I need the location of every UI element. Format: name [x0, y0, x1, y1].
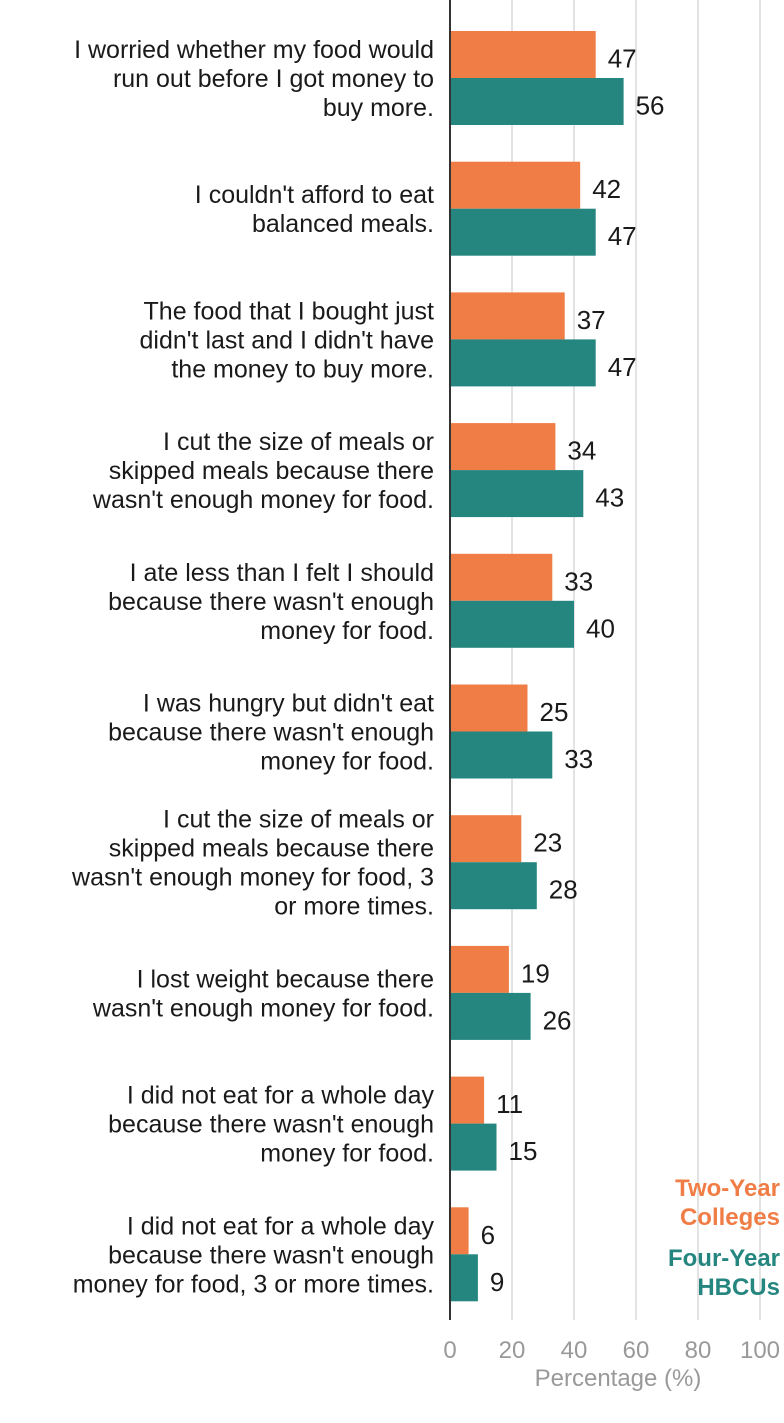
category-label-line: I couldn't afford to eat: [195, 181, 434, 209]
category-label: I ate less than I felt I should because t…: [108, 559, 434, 645]
category-label: I was hungry but didn't eat because there…: [108, 690, 434, 776]
legend-item: Four-Year HBCUs: [668, 1245, 780, 1301]
category-label-line: money for food.: [260, 1140, 434, 1168]
bar: [450, 339, 596, 387]
category-label-line: or more times.: [274, 893, 434, 921]
legend-item-line: Two-Year: [675, 1175, 780, 1202]
bar: [450, 684, 528, 732]
data-label: 6: [481, 1220, 495, 1250]
category-label-line: the money to buy more.: [171, 355, 434, 383]
category-label-line: wasn't enough money for food.: [92, 994, 434, 1022]
category-label-line: money for food, 3 or more times.: [73, 1270, 434, 1298]
bar: [450, 1207, 469, 1255]
data-label: 43: [595, 483, 624, 513]
bar: [450, 731, 553, 779]
category-label-line: I cut the size of meals or: [163, 428, 434, 456]
data-label: 56: [636, 91, 665, 121]
data-label: 47: [608, 44, 637, 74]
legend-item: Two-Year Colleges: [675, 1175, 780, 1231]
data-label: 47: [608, 352, 637, 382]
bar: [450, 161, 581, 209]
bar: [450, 1076, 485, 1124]
data-label: 15: [509, 1136, 538, 1166]
category-label: I lost weight because there wasn't enough…: [92, 965, 434, 1022]
bar: [450, 31, 596, 78]
bar: [450, 292, 565, 340]
data-label: 33: [564, 744, 593, 774]
category-label-line: I lost weight because there: [137, 965, 434, 993]
data-label: 28: [549, 875, 578, 905]
bars: [450, 31, 624, 1302]
legend-item-line: Colleges: [680, 1204, 780, 1231]
data-label: 26: [543, 1005, 572, 1035]
category-label-line: money for food.: [260, 748, 434, 776]
category-label-line: I ate less than I felt I should: [130, 559, 434, 587]
category-label-line: because there wasn't enough: [108, 588, 434, 616]
bar: [450, 862, 537, 910]
data-label: 40: [586, 613, 615, 643]
category-label-line: money for food.: [260, 617, 434, 645]
category-label-line: I did not eat for a whole day: [127, 1082, 435, 1110]
category-label-line: because there wasn't enough: [108, 719, 434, 747]
category-label-line: didn't last and I didn't have: [140, 326, 434, 354]
category-label-line: balanced meals.: [252, 210, 434, 238]
category-label-line: I did not eat for a whole day: [127, 1212, 435, 1240]
category-label: I did not eat for a whole day because the…: [73, 1212, 435, 1298]
data-label: 9: [490, 1267, 504, 1297]
legend: Two-Year Colleges Four-Year HBCUs: [668, 1175, 780, 1301]
category-label-line: wasn't enough money for food.: [92, 486, 434, 514]
category-label: I cut the size of meals or skipped meals …: [71, 806, 434, 921]
category-label-line: skipped meals because there: [109, 835, 434, 863]
category-label-line: because there wasn't enough: [108, 1241, 434, 1269]
category-label: I worried whether my food would run out b…: [74, 36, 434, 122]
category-label: I did not eat for a whole day because the…: [108, 1082, 434, 1168]
category-label: The food that I bought just didn't last a…: [140, 297, 435, 383]
bar: [450, 600, 574, 648]
x-tick-label: 60: [623, 1337, 650, 1364]
legend-item-line: Four-Year: [668, 1245, 780, 1272]
category-label-line: I cut the size of meals or: [163, 806, 434, 834]
data-label: 23: [533, 828, 562, 858]
data-label: 34: [567, 436, 596, 466]
x-tick-label: 0: [443, 1337, 456, 1364]
bar: [450, 992, 531, 1040]
data-label: 47: [608, 221, 637, 251]
data-label: 11: [496, 1089, 523, 1119]
bar: [450, 470, 584, 518]
bar: [450, 815, 522, 863]
bar: [450, 553, 553, 601]
data-label: 37: [577, 305, 606, 335]
category-label-line: buy more.: [323, 94, 434, 122]
category-label-line: because there wasn't enough: [108, 1111, 434, 1139]
x-tick-label: 100: [740, 1337, 780, 1364]
x-tick-label: 40: [561, 1337, 588, 1364]
legend-item-line: HBCUs: [697, 1274, 780, 1301]
category-label-line: run out before I got money to: [113, 65, 434, 93]
category-label: I couldn't afford to eat balanced meals.: [195, 181, 434, 238]
data-label: 25: [540, 697, 569, 727]
bar: [450, 945, 509, 993]
bar: [450, 1254, 478, 1302]
x-axis-title: Percentage (%): [535, 1365, 702, 1392]
data-label: 42: [592, 174, 621, 204]
bar: [450, 208, 596, 256]
bar: [450, 1123, 497, 1171]
data-label: 19: [521, 958, 550, 988]
category-label-line: skipped meals because there: [109, 457, 434, 485]
bar: [450, 423, 556, 471]
category-label-line: I worried whether my food would: [74, 36, 434, 64]
x-tick-label: 20: [499, 1337, 526, 1364]
category-label-line: The food that I bought just: [144, 297, 435, 325]
category-label: I cut the size of meals or skipped meals …: [92, 428, 434, 514]
category-label-line: I was hungry but didn't eat: [143, 690, 434, 718]
bar: [450, 78, 624, 125]
x-axis-ticks: 0 20 40 60 80 100: [443, 1337, 780, 1364]
data-label: 33: [564, 566, 593, 596]
x-tick-label: 80: [685, 1337, 712, 1364]
category-label-line: wasn't enough money for food, 3: [71, 864, 434, 892]
category-labels: I worried whether my food would run out b…: [71, 36, 434, 1298]
